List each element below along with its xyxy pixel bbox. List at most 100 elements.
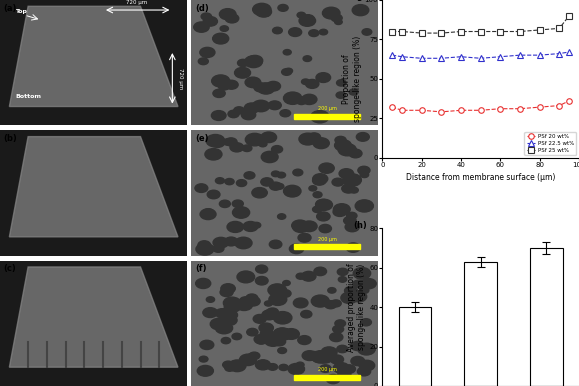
Circle shape (316, 199, 331, 209)
Circle shape (256, 337, 266, 344)
Circle shape (313, 206, 322, 213)
Circle shape (212, 33, 229, 44)
Circle shape (273, 312, 292, 324)
Circle shape (302, 351, 317, 361)
Circle shape (236, 179, 247, 186)
Circle shape (244, 172, 255, 179)
Circle shape (353, 267, 371, 279)
Circle shape (272, 171, 280, 177)
Circle shape (261, 10, 270, 17)
Circle shape (259, 323, 273, 333)
Circle shape (360, 287, 369, 293)
Circle shape (353, 280, 364, 288)
Circle shape (245, 133, 264, 146)
Circle shape (273, 328, 292, 340)
Circle shape (215, 322, 233, 334)
Circle shape (319, 163, 334, 173)
Text: 720 μm: 720 μm (126, 0, 148, 5)
Circle shape (275, 183, 284, 189)
Circle shape (343, 365, 356, 373)
Circle shape (278, 5, 288, 11)
Circle shape (196, 278, 211, 288)
PSf 22.5 wt% (536, 53, 543, 58)
Text: (g): (g) (353, 0, 367, 1)
Circle shape (338, 144, 356, 156)
Circle shape (299, 133, 317, 145)
Circle shape (234, 68, 251, 78)
Circle shape (298, 335, 311, 344)
PSf 25 wt% (389, 29, 395, 34)
Circle shape (283, 281, 290, 286)
Circle shape (341, 292, 358, 303)
PSf 20 wt% (497, 107, 504, 111)
Circle shape (316, 199, 332, 210)
Circle shape (334, 204, 350, 215)
Circle shape (344, 217, 356, 225)
Circle shape (197, 366, 214, 376)
PSf 20 wt% (418, 108, 425, 113)
Circle shape (211, 111, 226, 120)
Circle shape (284, 185, 301, 197)
Circle shape (246, 296, 260, 306)
Circle shape (237, 59, 248, 67)
Circle shape (361, 279, 376, 289)
Circle shape (225, 365, 234, 371)
Circle shape (307, 133, 321, 142)
Circle shape (314, 267, 327, 276)
Circle shape (200, 340, 214, 349)
Circle shape (268, 101, 281, 110)
Circle shape (261, 329, 273, 338)
Circle shape (258, 83, 274, 94)
Circle shape (222, 310, 237, 320)
Circle shape (313, 176, 326, 185)
Circle shape (361, 319, 371, 326)
Circle shape (302, 271, 316, 281)
Circle shape (297, 98, 306, 105)
Circle shape (232, 200, 243, 207)
Circle shape (317, 212, 330, 221)
Circle shape (267, 364, 277, 370)
Circle shape (261, 178, 273, 186)
Circle shape (218, 82, 230, 90)
Circle shape (233, 207, 250, 218)
Circle shape (359, 360, 375, 371)
Circle shape (283, 328, 299, 339)
Text: 200 μm: 200 μm (317, 367, 336, 372)
PSf 20 wt% (398, 108, 405, 113)
PSf 20 wt% (457, 108, 464, 113)
Circle shape (277, 172, 285, 178)
Circle shape (296, 362, 304, 367)
Circle shape (358, 166, 370, 174)
Circle shape (333, 207, 347, 217)
Circle shape (323, 7, 340, 19)
Circle shape (221, 284, 235, 293)
X-axis label: Distance from membrane surface (μm): Distance from membrane surface (μm) (406, 173, 555, 182)
PSf 22.5 wt% (398, 54, 405, 59)
Circle shape (332, 178, 344, 186)
Text: (h): (h) (353, 220, 367, 230)
Circle shape (232, 333, 241, 340)
Circle shape (221, 313, 230, 319)
Circle shape (298, 234, 311, 242)
Circle shape (194, 22, 209, 32)
Circle shape (336, 92, 346, 98)
Circle shape (278, 348, 287, 354)
Circle shape (228, 110, 239, 118)
Circle shape (245, 77, 261, 88)
Legend: PSf 20 wt%, PSf 22.5 wt%, PSf 25 wt%: PSf 20 wt%, PSf 22.5 wt%, PSf 25 wt% (525, 132, 576, 155)
Circle shape (206, 297, 215, 302)
Circle shape (268, 284, 287, 296)
Circle shape (302, 15, 314, 23)
PSf 20 wt% (516, 107, 523, 111)
Circle shape (345, 286, 357, 295)
Circle shape (351, 291, 367, 302)
Circle shape (345, 222, 360, 232)
Circle shape (349, 149, 362, 158)
Circle shape (229, 360, 246, 372)
Circle shape (357, 367, 371, 376)
Circle shape (303, 56, 312, 61)
Circle shape (234, 107, 244, 114)
Circle shape (358, 343, 375, 355)
Circle shape (266, 81, 281, 91)
Circle shape (207, 190, 220, 199)
